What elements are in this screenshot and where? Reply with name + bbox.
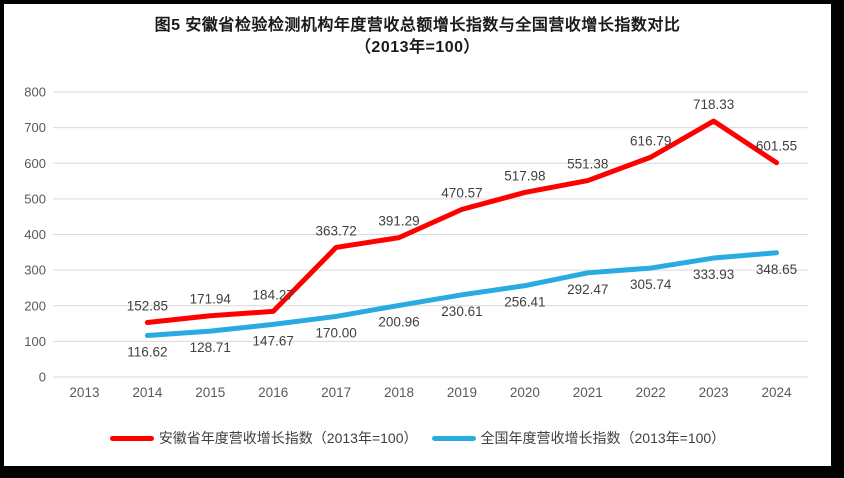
y-axis-tick-label: 0 — [39, 370, 46, 385]
y-axis-tick-label: 700 — [24, 120, 46, 135]
data-label: 170.00 — [315, 325, 356, 340]
data-label: 616.79 — [630, 133, 671, 148]
data-label: 230.61 — [441, 304, 482, 319]
data-label: 116.62 — [127, 344, 167, 359]
data-label: 200.96 — [378, 314, 419, 329]
data-label: 152.85 — [127, 299, 168, 314]
data-label: 292.47 — [567, 282, 608, 297]
x-axis-tick-label: 2013 — [69, 385, 99, 400]
data-label: 333.93 — [693, 267, 734, 282]
legend-item-1: 全国年度营收增长指数（2013年=100） — [431, 428, 726, 448]
y-axis-tick-label: 200 — [24, 298, 46, 313]
chart-legend: 安徽省年度营收增长指数（2013年=100） 全国年度营收增长指数（2013年=1… — [4, 428, 831, 448]
y-axis-tick-label: 400 — [24, 227, 46, 242]
data-label: 601.55 — [756, 139, 797, 154]
data-label: 147.67 — [253, 333, 294, 348]
data-label: 256.41 — [504, 295, 545, 310]
data-label: 391.29 — [378, 214, 419, 229]
data-label: 171.94 — [190, 292, 232, 307]
chart-title-line2: （2013年=100） — [354, 39, 481, 56]
chart-title-line1: 图5 安徽省检验检测机构年度营收总额增长指数与全国营收增长指数对比 — [154, 17, 681, 34]
x-axis-tick-label: 2015 — [195, 385, 225, 400]
data-label: 305.74 — [630, 277, 672, 292]
y-axis-tick-label: 600 — [24, 156, 46, 171]
x-axis-tick-label: 2017 — [321, 385, 351, 400]
x-axis-tick-label: 2021 — [573, 385, 603, 400]
x-axis-tick-label: 2022 — [636, 385, 666, 400]
x-axis-tick-label: 2019 — [447, 385, 477, 400]
x-axis-tick-label: 2024 — [762, 385, 793, 400]
legend-item-0: 安徽省年度营收增长指数（2013年=100） — [109, 428, 418, 448]
y-axis-tick-label: 800 — [24, 85, 46, 100]
data-label: 348.65 — [756, 262, 797, 277]
data-label: 184.27 — [253, 287, 294, 302]
line-chart: 0 100 200 300 400 500 600 700 800 2013 2014 2015 201… — [24, 85, 808, 400]
x-axis-tick-label: 2014 — [132, 385, 163, 400]
legend-label: 全国年度营收增长指数（2013年=100） — [480, 430, 726, 446]
chart-title: 图5 安徽省检验检测机构年度营收总额增长指数与全国营收增长指数对比 （2013年… — [4, 15, 831, 59]
legend-swatch-icon — [109, 435, 154, 441]
data-label: 718.33 — [693, 97, 734, 112]
data-label: 551.38 — [567, 157, 608, 172]
x-axis-tick-label: 2018 — [384, 385, 414, 400]
y-axis-tick-label: 100 — [24, 334, 46, 349]
x-axis-tick-label: 2023 — [699, 385, 729, 400]
y-axis-tick-label: 300 — [24, 263, 46, 278]
data-label: 517.98 — [504, 168, 545, 183]
series-line-1 — [144, 250, 780, 338]
y-axis-tick-label: 500 — [24, 191, 46, 206]
data-label: 363.72 — [315, 223, 356, 238]
legend-label: 安徽省年度营收增长指数（2013年=100） — [158, 430, 418, 446]
data-label: 470.57 — [441, 185, 482, 200]
series-line-0 — [144, 118, 780, 326]
data-label: 128.71 — [190, 340, 231, 355]
chart-canvas: 图5 安徽省检验检测机构年度营收总额增长指数与全国营收增长指数对比 （2013年… — [4, 4, 831, 466]
x-axis-tick-label: 2016 — [258, 385, 288, 400]
x-axis-tick-label: 2020 — [510, 385, 540, 400]
legend-swatch-icon — [431, 435, 476, 441]
